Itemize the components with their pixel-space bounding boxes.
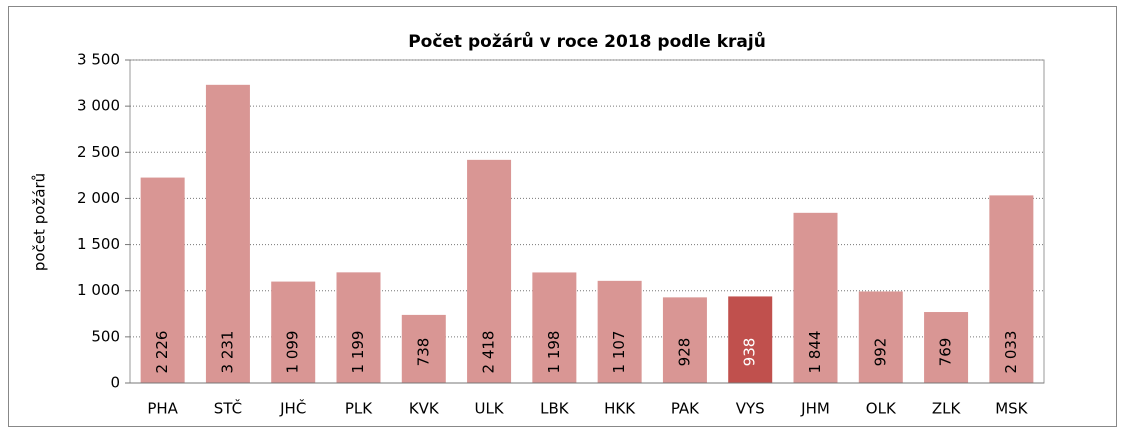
value-label: 928: [675, 338, 693, 367]
x-tick-label: JHM: [800, 400, 830, 418]
x-tick-label: HKK: [604, 400, 636, 418]
value-label: 992: [871, 338, 889, 367]
bar: [793, 212, 838, 383]
value-label: 3 231: [218, 331, 236, 374]
value-label: 1 099: [284, 331, 302, 374]
x-tick-label: PAK: [671, 400, 700, 418]
value-label: 769: [937, 338, 955, 367]
x-tick-label: ZLK: [932, 400, 962, 418]
x-tick-label: MSK: [995, 400, 1028, 418]
y-axis-label: počet požárů: [31, 173, 49, 271]
bar: [597, 280, 642, 383]
x-tick-label: STČ: [214, 399, 242, 418]
y-tick-label: 3 000: [77, 97, 120, 115]
bar: [467, 159, 512, 383]
x-tick-label: OLK: [866, 400, 897, 418]
y-tick-label: 1 000: [77, 281, 120, 299]
bar: [858, 291, 903, 383]
value-label: 2 418: [480, 331, 498, 374]
y-tick-label: 2 000: [77, 189, 120, 207]
chart-title: Počet požárů v roce 2018 podle krajů: [408, 30, 766, 52]
x-tick-label: LBK: [540, 400, 570, 418]
bar: [336, 272, 381, 383]
x-tick-label: PHA: [147, 400, 178, 418]
y-tick-label: 500: [91, 327, 120, 345]
x-tick-label: ULK: [474, 400, 504, 418]
value-label: 938: [741, 338, 759, 367]
x-tick-label: KVK: [409, 400, 440, 418]
y-tick-label: 0: [110, 374, 120, 392]
bar: [401, 314, 446, 383]
value-label: 1 198: [545, 331, 563, 374]
y-tick-label: 2 500: [77, 143, 120, 161]
bar: [662, 297, 707, 383]
y-tick-label: 3 500: [77, 51, 120, 69]
value-label: 1 844: [806, 331, 824, 374]
bar: [140, 177, 185, 383]
x-tick-label: PLK: [345, 400, 373, 418]
value-label: 2 033: [1002, 331, 1020, 374]
y-tick-label: 1 500: [77, 235, 120, 253]
value-label: 1 199: [349, 331, 367, 374]
bar: [271, 281, 316, 383]
bar: [205, 84, 250, 383]
plot-area: [129, 59, 1045, 384]
bar: [924, 312, 969, 383]
value-label: 2 226: [153, 331, 171, 374]
bar: [532, 272, 577, 383]
bar: [728, 296, 773, 383]
value-label: 738: [414, 338, 432, 367]
x-tick-label: VYS: [736, 400, 765, 418]
x-tick-label: JHČ: [279, 399, 306, 418]
value-label: 1 107: [610, 331, 628, 374]
bar: [989, 195, 1034, 383]
